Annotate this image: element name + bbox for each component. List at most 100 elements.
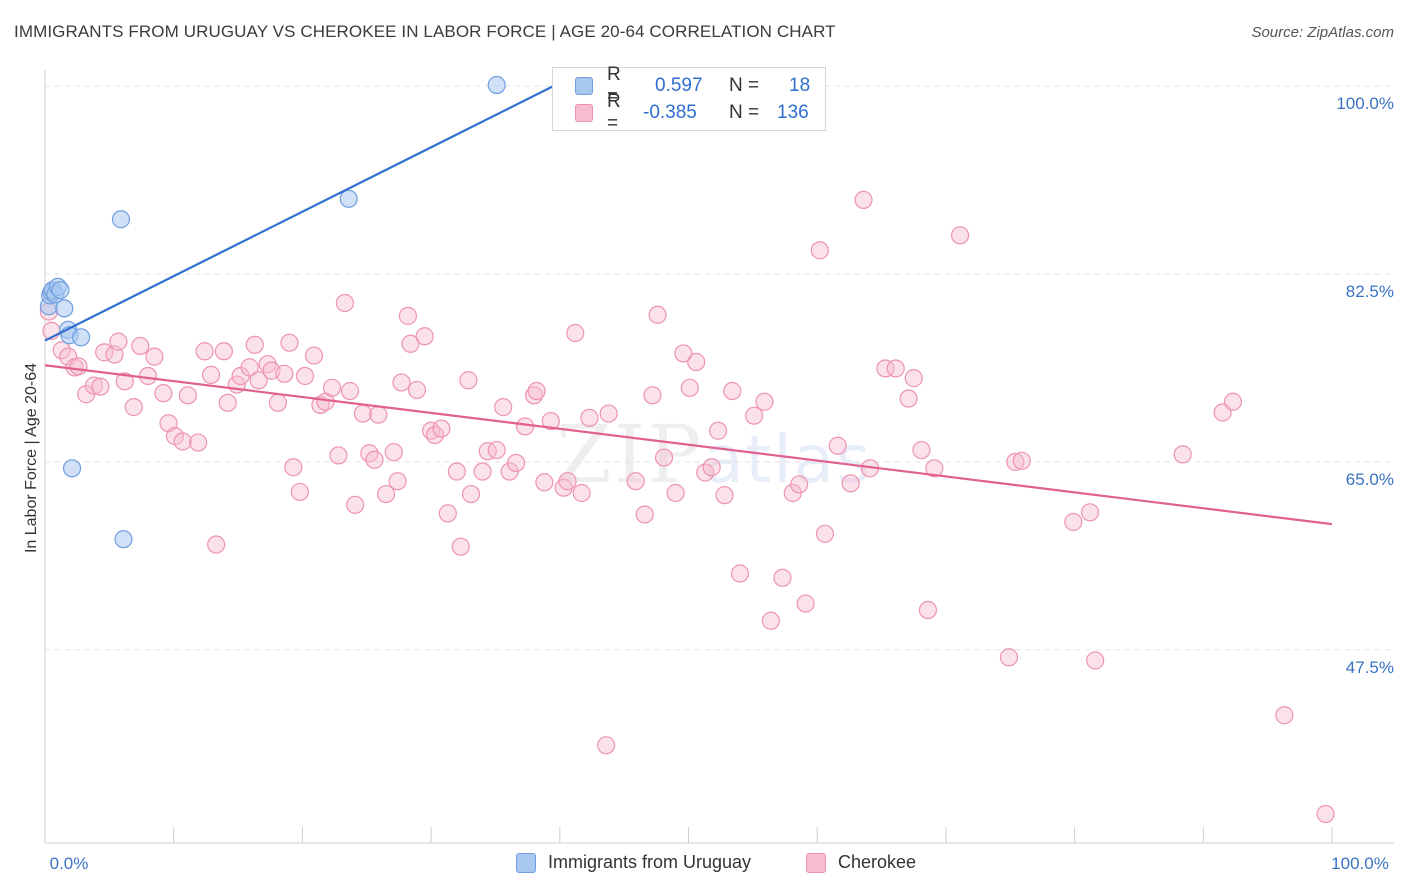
cherokee-point [154, 384, 173, 403]
cherokee-point [790, 475, 809, 494]
cherokee-point [494, 398, 513, 417]
cherokee-point [438, 504, 457, 523]
cherokee-point [384, 443, 403, 462]
cherokee-points [39, 190, 1335, 824]
cherokee-point [687, 352, 706, 372]
cherokee-point [425, 425, 445, 445]
cherokee-point [527, 381, 546, 401]
axes [44, 70, 1394, 844]
cherokee-point [723, 381, 742, 401]
cherokee-point [245, 335, 264, 354]
cherokee-point [376, 484, 396, 504]
cherokee-point [365, 450, 384, 469]
cherokee-point [115, 372, 134, 391]
cherokee-point [335, 293, 354, 313]
cherokee-point [635, 505, 654, 524]
cherokee-point [275, 364, 294, 383]
cherokee-point [773, 568, 792, 587]
cherokee-point [459, 371, 478, 390]
cherokee-point [290, 482, 309, 502]
cherokee-point [597, 736, 616, 755]
cherokee-point [124, 398, 143, 417]
cherokee-point [918, 600, 937, 620]
cherokee-point [643, 386, 662, 405]
cherokee-point [214, 342, 233, 361]
cherokee-point [407, 380, 427, 400]
cherokee-point [558, 472, 577, 491]
legend-label-uruguay: Immigrants from Uruguay [548, 852, 752, 872]
cherokee-point [599, 404, 618, 423]
uruguay-point [114, 530, 133, 549]
cherokee-point [240, 358, 259, 377]
series-legend: Immigrants from Uruguay Cherokee [0, 852, 1406, 878]
cherokee-point [1316, 804, 1335, 824]
cherokee-point [284, 458, 303, 477]
cherokee-point [447, 462, 466, 481]
cherokee-point [745, 406, 764, 425]
cherokee-point [535, 473, 554, 492]
cherokee-point [401, 334, 420, 353]
cherokee-point [1012, 451, 1031, 470]
stats-row-uruguay: R = 0.597 N = 18 [575, 64, 839, 107]
cherokee-point [541, 411, 560, 431]
cherokee-point [580, 408, 599, 427]
cherokee-point [572, 483, 591, 503]
cherokee-point [461, 484, 481, 504]
stats-legend: R = 0.597 N = 18 R = -0.385 N = 136 [552, 64, 827, 134]
cherokee-point [207, 535, 226, 554]
r-value: 0.597 [655, 75, 703, 96]
cherokee-point [899, 389, 918, 408]
cherokee-point [566, 323, 585, 343]
cherokee-point [702, 458, 721, 477]
n-label: N = [729, 102, 760, 123]
cherokee-point [1275, 706, 1294, 725]
cherokee-point [473, 462, 492, 481]
cherokee-legend-swatch [806, 852, 826, 873]
uruguay-point [487, 75, 506, 95]
cherokee-point [626, 472, 645, 491]
n-value: 136 [777, 102, 809, 123]
cherokee-point [398, 306, 418, 325]
y-tick-label: 82.5% [1346, 282, 1394, 301]
cherokee-point [755, 392, 774, 411]
cherokee-point [487, 440, 506, 460]
cherokee-point [515, 417, 535, 436]
uruguay-point [55, 299, 74, 318]
cherokee-point [322, 378, 342, 397]
legend-item-uruguay: Immigrants from Uruguay [516, 852, 751, 873]
cherokee-point [1173, 445, 1192, 464]
cherokee-point [654, 448, 674, 467]
stats-row-cherokee: R = -0.385 N = 136 [575, 91, 827, 134]
n-label: N = [729, 75, 760, 96]
cherokee-point [218, 393, 237, 412]
cherokee-point [999, 648, 1019, 667]
cherokee-point [268, 393, 288, 412]
cherokee-point [451, 537, 470, 556]
cherokee-point [1086, 651, 1105, 670]
cherokee-point [674, 344, 693, 363]
y-tick-label: 47.5% [1346, 658, 1394, 677]
cherokee-point [876, 359, 895, 378]
tick-labels: 47.5% 65.0% 82.5% 100.0% 0.0% 100.0% [50, 94, 1394, 873]
cherokee-point [280, 333, 299, 352]
cherokee-point [52, 341, 71, 360]
chart-title: IMMIGRANTS FROM URUGUAY VS CHEROKEE IN L… [14, 22, 836, 41]
cherokee-point [195, 342, 214, 361]
cherokee-point [810, 241, 829, 260]
cherokee-point [815, 524, 835, 543]
cherokee-point [709, 421, 728, 440]
cherokee-point [761, 611, 780, 630]
cherokee-point [1064, 512, 1083, 532]
cherokee-point [249, 371, 268, 390]
legend-label-cherokee: Cherokee [838, 852, 917, 872]
cherokee-point [648, 305, 667, 324]
uruguay-point [111, 210, 131, 229]
cherokee-point [854, 190, 873, 210]
y-axis-label: In Labor Force | Age 20-64 [23, 363, 40, 553]
cherokee-point [912, 440, 931, 460]
cherokee-point [84, 376, 104, 395]
cherokee-point [145, 347, 164, 366]
cherokee-point [109, 332, 128, 351]
uruguay-point [51, 280, 70, 300]
